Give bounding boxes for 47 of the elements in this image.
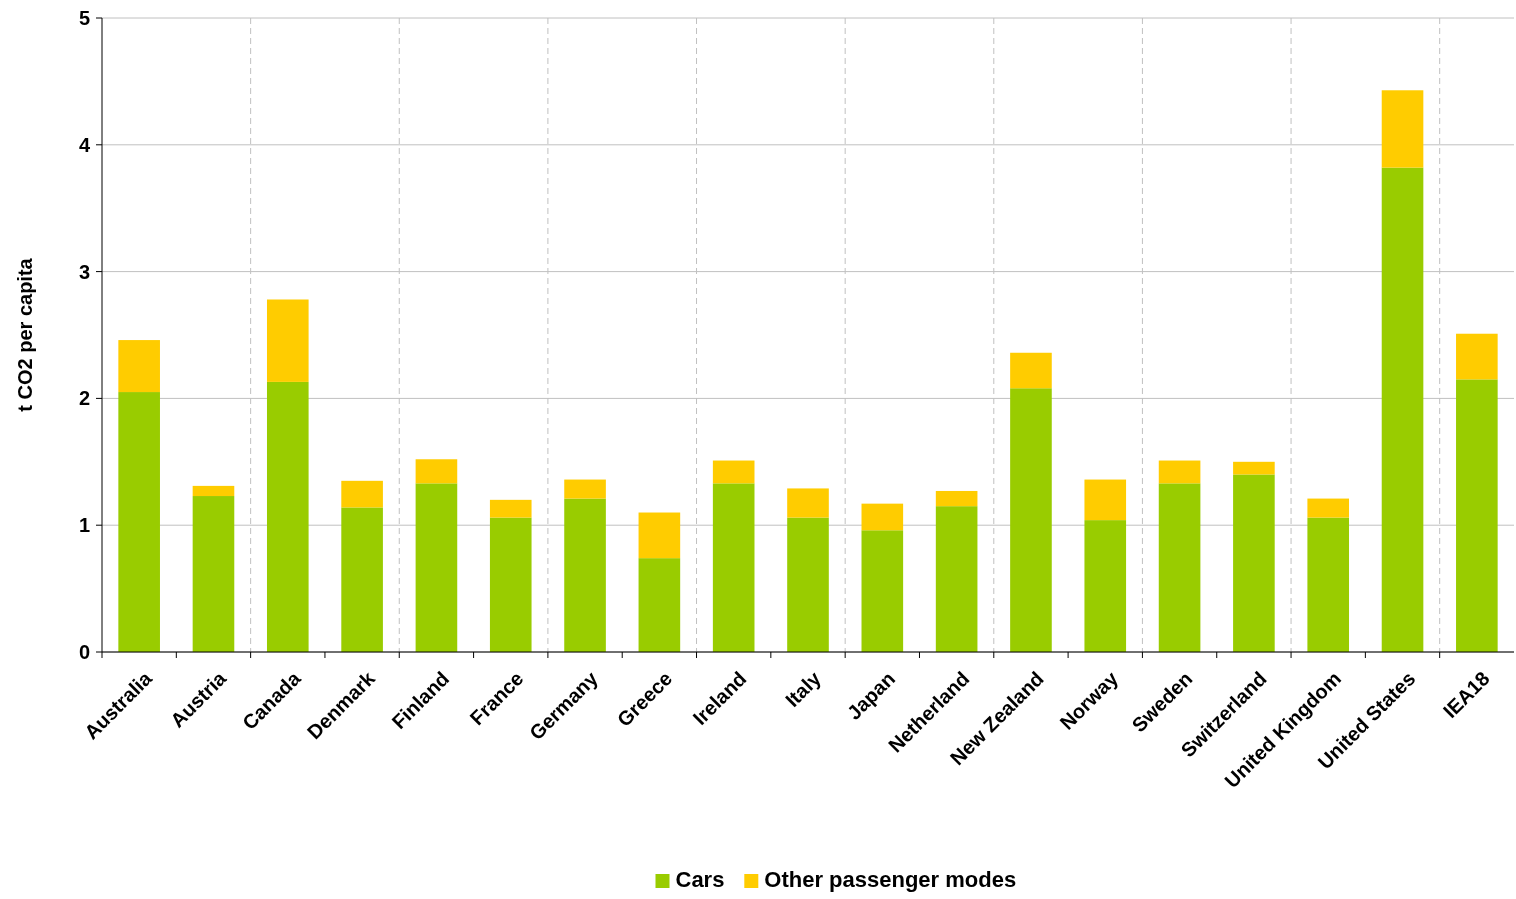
bar: [1084, 520, 1127, 652]
bar: [1307, 517, 1350, 652]
bar: [1010, 388, 1052, 652]
bar: [861, 503, 904, 531]
y-axis-title: t CO2 per capita: [14, 257, 36, 412]
bar: [787, 517, 829, 652]
bar: [1010, 352, 1052, 389]
y-tick-label: 4: [78, 133, 91, 156]
bar: [415, 459, 458, 484]
bar: [1381, 167, 1424, 652]
bar: [489, 517, 532, 652]
y-tick-label: 2: [78, 387, 90, 410]
legend-label: Cars: [675, 867, 725, 893]
legend-label: Other passenger modes: [764, 867, 1017, 893]
bar: [1456, 333, 1498, 380]
bar: [1084, 479, 1127, 521]
bar: [118, 340, 160, 393]
bar: [712, 460, 755, 484]
bar: [1381, 90, 1424, 168]
bar: [935, 506, 978, 652]
y-tick-label: 3: [78, 260, 90, 283]
bar: [118, 392, 160, 652]
bar: [1456, 379, 1498, 652]
bar: [266, 381, 309, 652]
bar: [192, 496, 235, 652]
bar: [1233, 474, 1275, 652]
bar: [787, 488, 829, 518]
bar: [341, 507, 383, 652]
bar: [935, 490, 978, 507]
bar: [1233, 461, 1275, 475]
bar: [564, 498, 606, 652]
bar: [638, 512, 681, 559]
y-tick-label: 0: [78, 641, 90, 663]
y-tick-label: 5: [78, 7, 90, 29]
bar: [1307, 498, 1350, 518]
bar: [415, 483, 458, 652]
y-tick-label: 1: [78, 514, 90, 537]
bar: [266, 299, 309, 382]
bar: [638, 558, 681, 652]
bar: [861, 530, 904, 652]
bar: [489, 499, 532, 518]
bar: [341, 480, 383, 508]
bar: [192, 485, 235, 497]
bar: [564, 479, 606, 499]
bar: [1158, 460, 1201, 484]
bar: [1158, 483, 1201, 652]
bar: [712, 483, 755, 652]
